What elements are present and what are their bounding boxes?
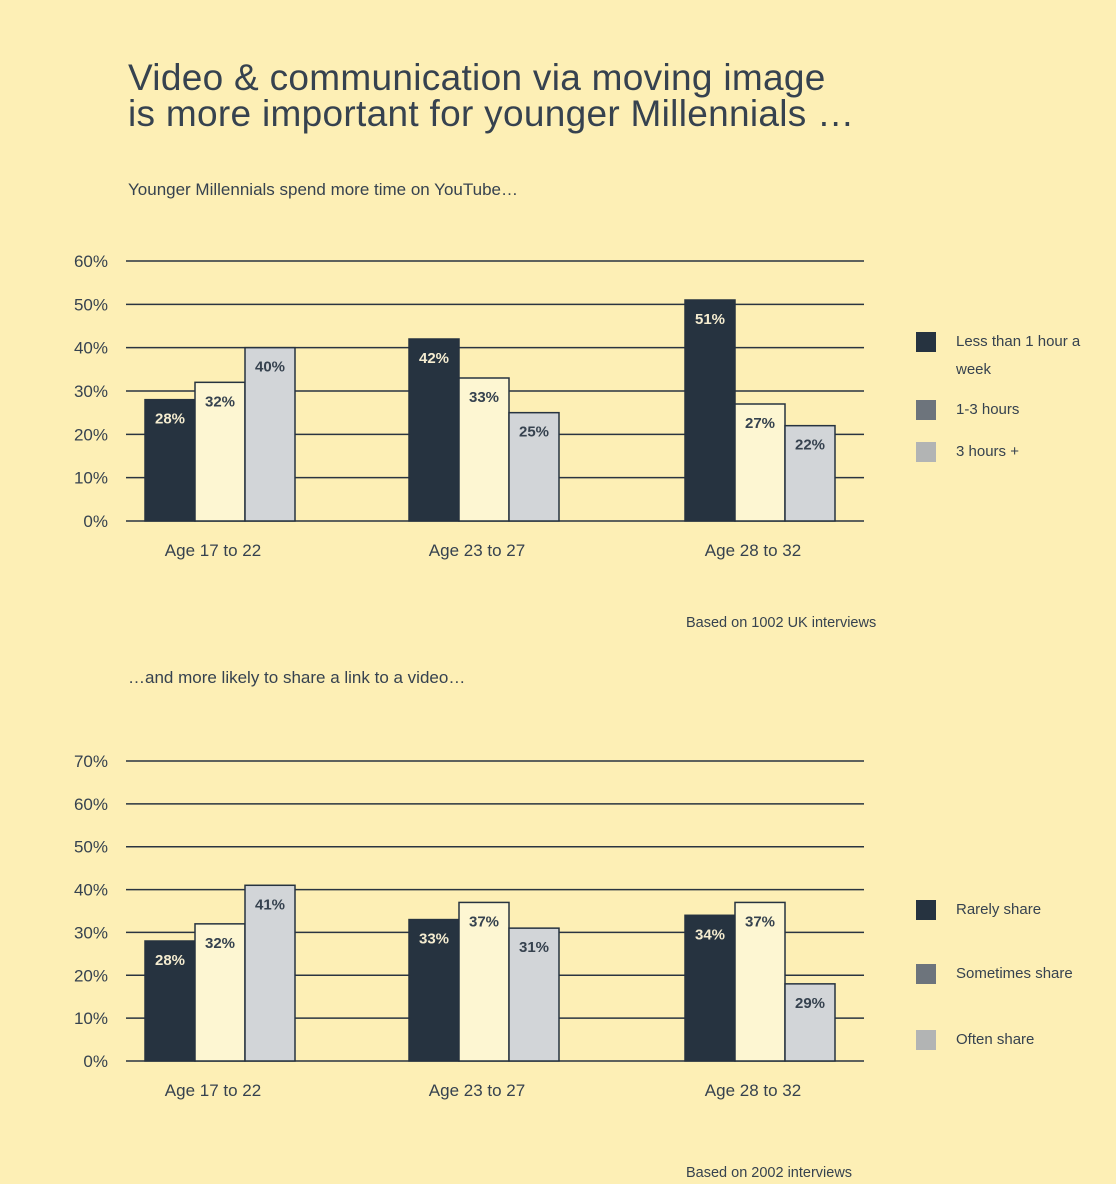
data-label: 27% bbox=[745, 415, 775, 432]
y-tick-label: 30% bbox=[74, 923, 108, 942]
y-tick-label: 0% bbox=[83, 1052, 108, 1071]
x-tick-label: Age 23 to 27 bbox=[429, 541, 525, 560]
chart-1-subtitle: Younger Millennials spend more time on Y… bbox=[128, 180, 518, 199]
chart-1-note: Based on 1002 UK interviews bbox=[686, 615, 877, 631]
legend-item-less-than-1-hour: Less than 1 hour a week bbox=[916, 332, 1086, 384]
y-tick-label: 0% bbox=[83, 512, 108, 531]
bar bbox=[684, 914, 736, 1062]
legend-swatch-light bbox=[916, 442, 936, 462]
bar bbox=[194, 923, 246, 1062]
data-label: 41% bbox=[255, 896, 285, 913]
data-label: 33% bbox=[419, 931, 449, 948]
x-tick-label: Age 17 to 22 bbox=[165, 541, 261, 560]
legend-label: 3 hours + bbox=[956, 443, 1019, 460]
bar bbox=[784, 424, 836, 522]
legend-label: Often share bbox=[956, 1031, 1035, 1048]
legend-swatch-mid bbox=[916, 400, 936, 420]
video-sharing-chart: 70% 60% 50% 40% 30% 20% 10% 0% 28% 32% 41% Age 17 t… bbox=[74, 752, 864, 1100]
y-tick-label: 70% bbox=[74, 752, 108, 771]
bar bbox=[244, 884, 296, 1062]
y-tick-label: 60% bbox=[74, 252, 108, 271]
data-label: 28% bbox=[155, 952, 185, 969]
x-tick-label: Age 17 to 22 bbox=[165, 1081, 261, 1100]
legend-item-sometimes-share: Sometimes share bbox=[916, 964, 1116, 988]
legend-label: Sometimes share bbox=[956, 965, 1073, 982]
page-title: Video & communication via moving image i… bbox=[128, 57, 855, 134]
bar bbox=[508, 411, 560, 522]
bar bbox=[408, 338, 460, 522]
legend-swatch-light bbox=[916, 1030, 936, 1050]
legend-swatch-dark bbox=[916, 332, 936, 352]
data-label: 51% bbox=[695, 311, 725, 328]
data-label: 32% bbox=[205, 935, 235, 952]
bar bbox=[458, 377, 510, 522]
bar bbox=[194, 381, 246, 522]
legend-label: Less than 1 hour a week bbox=[956, 333, 1081, 378]
data-label: 40% bbox=[255, 359, 285, 376]
y-tick-label: 40% bbox=[74, 339, 108, 358]
bar bbox=[244, 346, 296, 522]
x-tick-label: Age 23 to 27 bbox=[429, 1081, 525, 1100]
y-tick-label: 20% bbox=[74, 966, 108, 985]
legend-swatch-mid bbox=[916, 964, 936, 984]
y-tick-label: 20% bbox=[74, 425, 108, 444]
title-line-1: Video & communication via moving image bbox=[128, 57, 826, 98]
y-tick-label: 40% bbox=[74, 881, 108, 900]
data-label: 28% bbox=[155, 411, 185, 428]
bar bbox=[144, 398, 196, 522]
title-line-2: is more important for younger Millennial… bbox=[128, 93, 855, 134]
data-label: 31% bbox=[519, 939, 549, 956]
bar bbox=[734, 901, 786, 1062]
data-label: 34% bbox=[695, 926, 725, 943]
y-tick-label: 60% bbox=[74, 795, 108, 814]
data-label: 29% bbox=[795, 995, 825, 1012]
bar bbox=[784, 983, 836, 1062]
data-label: 22% bbox=[795, 437, 825, 454]
legend-label: Rarely share bbox=[956, 901, 1042, 918]
data-label: 37% bbox=[469, 913, 499, 930]
chart-2-subtitle: …and more likely to share a link to a vi… bbox=[128, 668, 466, 687]
x-tick-label: Age 28 to 32 bbox=[705, 1081, 801, 1100]
y-tick-label: 30% bbox=[74, 382, 108, 401]
youtube-time-chart: 60% 50% 40% 30% 20% 10% 0% 28% 32% 40% Age 17 to 2… bbox=[74, 252, 864, 560]
legend-item-3-hours-plus: 3 hours + bbox=[916, 442, 1086, 466]
bar bbox=[508, 927, 560, 1062]
legend-label: 1-3 hours bbox=[956, 401, 1020, 418]
bar bbox=[458, 901, 510, 1062]
legend-item-often-share: Often share bbox=[916, 1030, 1086, 1054]
data-label: 42% bbox=[419, 350, 449, 367]
y-tick-label: 10% bbox=[74, 469, 108, 488]
legend-item-rarely-share: Rarely share bbox=[916, 900, 1086, 924]
bar bbox=[408, 918, 460, 1062]
data-label: 32% bbox=[205, 393, 235, 410]
y-tick-label: 10% bbox=[74, 1009, 108, 1028]
legend-item-1-3-hours: 1-3 hours bbox=[916, 400, 1086, 424]
y-tick-label: 50% bbox=[74, 838, 108, 857]
y-tick-label: 50% bbox=[74, 295, 108, 314]
data-label: 33% bbox=[469, 389, 499, 406]
legend-swatch-dark bbox=[916, 900, 936, 920]
bar bbox=[684, 299, 736, 522]
data-label: 25% bbox=[519, 424, 549, 441]
x-tick-label: Age 28 to 32 bbox=[705, 541, 801, 560]
chart-2-note: Based on 2002 interviews bbox=[686, 1165, 853, 1181]
data-label: 37% bbox=[745, 913, 775, 930]
